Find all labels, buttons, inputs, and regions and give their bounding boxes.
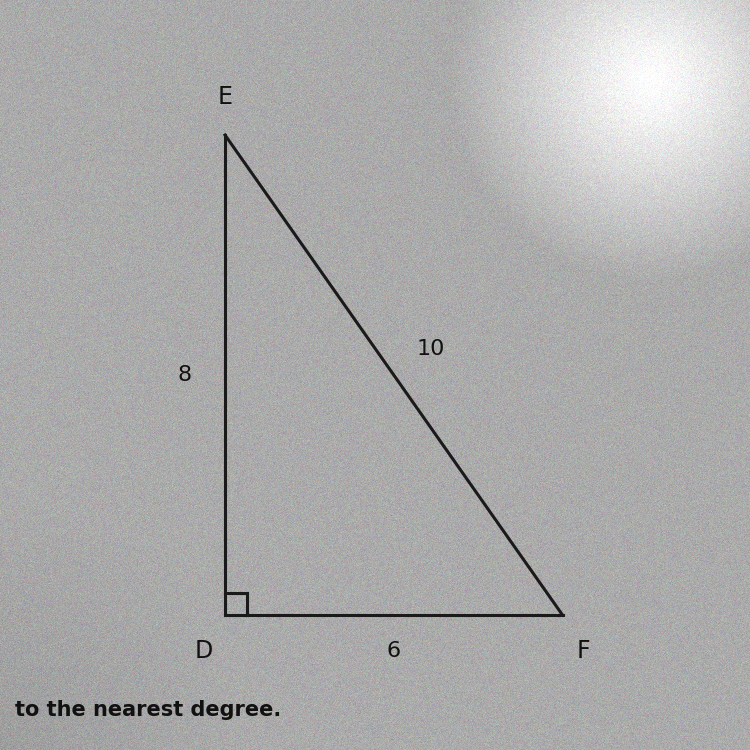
Text: 6: 6 — [387, 641, 400, 662]
Text: 8: 8 — [177, 365, 191, 385]
Text: F: F — [577, 639, 590, 663]
Text: 10: 10 — [416, 339, 445, 358]
Text: D: D — [195, 639, 213, 663]
Text: to the nearest degree.: to the nearest degree. — [15, 700, 281, 720]
Text: E: E — [217, 85, 232, 109]
